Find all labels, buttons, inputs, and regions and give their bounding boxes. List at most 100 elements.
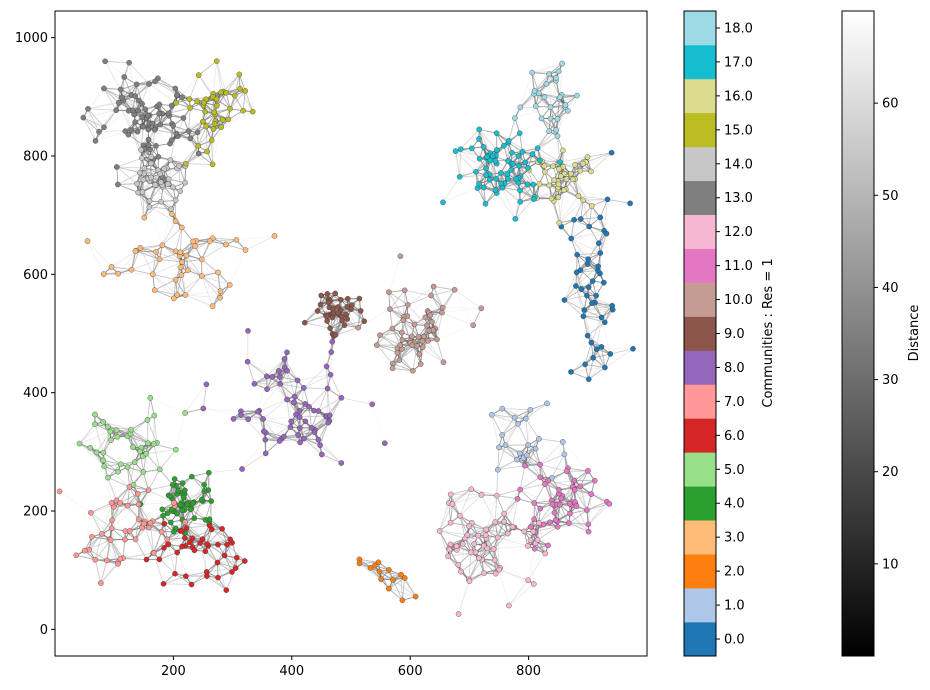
- graph-node: [400, 317, 407, 323]
- graph-edge: [212, 290, 221, 307]
- graph-edge: [163, 575, 186, 585]
- graph-node: [202, 548, 209, 555]
- graph-edge: [168, 178, 186, 184]
- graph-node: [542, 550, 549, 557]
- graph-node: [150, 271, 156, 278]
- graph-edge: [83, 117, 105, 128]
- graph-edge: [459, 149, 462, 177]
- graph-node: [218, 89, 224, 96]
- graph-node: [357, 308, 364, 314]
- graph-node: [148, 174, 154, 181]
- graph-node: [472, 549, 479, 556]
- graph-edge: [498, 569, 510, 606]
- y-tick-label: 600: [23, 268, 48, 283]
- graph-edge: [579, 470, 589, 487]
- graph-node: [512, 115, 518, 121]
- graph-edge: [588, 367, 606, 380]
- graph-node: [571, 217, 577, 223]
- graph-edge: [452, 503, 468, 536]
- graph-edge: [140, 244, 163, 249]
- graph-node: [117, 500, 123, 506]
- graph-edge: [403, 312, 443, 321]
- graph-edge: [154, 289, 178, 296]
- graph-node: [276, 438, 283, 444]
- graph-node: [231, 92, 238, 99]
- graph-node: [567, 510, 573, 517]
- graph-edge: [216, 61, 222, 93]
- graph-edge: [138, 504, 162, 533]
- graph-node: [146, 204, 153, 210]
- graph-edge: [90, 512, 112, 541]
- graph-edge: [94, 423, 104, 453]
- graph-node: [122, 128, 129, 134]
- graph-node: [517, 486, 523, 493]
- graph-node: [195, 150, 202, 157]
- graph-edge: [548, 63, 563, 75]
- graph-edge: [161, 521, 186, 533]
- graph-edge: [503, 489, 521, 514]
- graph-node: [262, 436, 269, 443]
- graph-node: [377, 332, 383, 338]
- graph-node: [92, 557, 98, 563]
- graph-node: [281, 433, 287, 440]
- graph-node: [139, 101, 145, 107]
- community-color-block: [684, 520, 716, 555]
- graph-edge: [111, 502, 121, 529]
- graph-node: [483, 526, 489, 533]
- graph-node: [105, 423, 111, 430]
- community-color-block: [684, 282, 716, 317]
- graph-node: [471, 541, 477, 547]
- graph-edge: [568, 522, 589, 533]
- distance-tick-label: 10: [882, 557, 899, 572]
- graph-edge: [116, 166, 145, 169]
- graph-edge: [103, 421, 132, 430]
- graph-edge: [120, 552, 154, 560]
- graph-edge: [508, 579, 529, 606]
- graph-node: [563, 176, 570, 182]
- graph-node: [386, 289, 392, 295]
- graph-edge: [485, 495, 498, 530]
- graph-edge: [550, 95, 578, 108]
- graph-edge: [572, 470, 589, 488]
- graph-node: [171, 476, 178, 482]
- graph-node: [561, 187, 567, 193]
- graph-edge: [450, 522, 470, 527]
- graph-edge: [174, 573, 192, 585]
- graph-node: [135, 107, 141, 114]
- graph-node: [553, 127, 559, 133]
- graph-node: [115, 270, 121, 277]
- graph-node: [204, 541, 210, 547]
- graph-node: [202, 517, 209, 523]
- graph-edge: [457, 552, 472, 566]
- graph-node: [430, 283, 437, 290]
- communities-colorbar-ticks: 0.01.02.03.04.05.06.07.08.09.010.011.012…: [716, 21, 753, 648]
- graph-node: [147, 520, 154, 526]
- graph-edge: [111, 528, 119, 564]
- graph-edge: [212, 127, 222, 165]
- graph-edge: [514, 409, 531, 419]
- graph-edge: [604, 348, 634, 368]
- graph-edge: [87, 240, 105, 275]
- y-tick-label: 200: [23, 505, 48, 520]
- graph-edge: [303, 415, 330, 439]
- graph-node: [156, 110, 162, 117]
- graph-edge: [280, 379, 298, 385]
- community-tick-label: 16.0: [724, 89, 753, 104]
- graph-node: [531, 516, 537, 523]
- graph-edge: [203, 408, 242, 416]
- graph-node: [233, 237, 240, 243]
- graph-edge: [586, 295, 613, 310]
- graph-node: [174, 510, 180, 517]
- graph-node: [137, 448, 143, 455]
- graph-edge: [578, 195, 608, 200]
- graph-node: [301, 435, 307, 442]
- graph-edge: [111, 527, 126, 540]
- graph-node: [573, 283, 579, 289]
- graph-node: [582, 361, 588, 368]
- graph-node: [555, 194, 562, 201]
- graph-edge: [439, 530, 449, 557]
- graph-node: [317, 442, 323, 448]
- graph-edge: [173, 279, 177, 299]
- graph-node: [141, 165, 148, 171]
- graph-node: [489, 153, 496, 159]
